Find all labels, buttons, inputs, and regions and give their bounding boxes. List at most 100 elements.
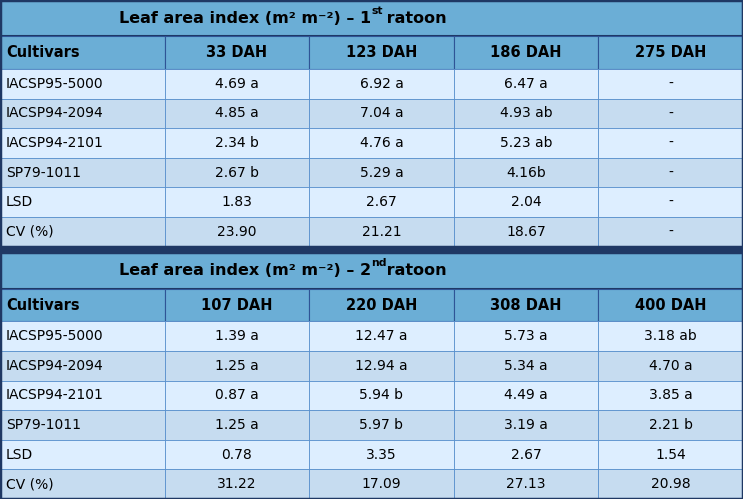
Text: 5.73 a: 5.73 a [504, 329, 548, 343]
Bar [598, 440, 743, 470]
Text: 3.85 a: 3.85 a [649, 388, 692, 403]
Text: 2.21 b: 2.21 b [649, 418, 692, 432]
Text: 3.18 ab: 3.18 ab [644, 329, 697, 343]
Text: 21.21: 21.21 [362, 225, 401, 239]
Bar [0, 0, 743, 36]
Text: SP79-1011: SP79-1011 [6, 418, 81, 432]
Bar [0, 158, 165, 187]
Text: 33 DAH: 33 DAH [207, 45, 267, 60]
Bar [165, 217, 309, 247]
Text: 1.83: 1.83 [221, 195, 253, 209]
Bar [309, 187, 454, 217]
Bar [309, 351, 454, 381]
Bar [309, 440, 454, 470]
Text: 2.67: 2.67 [510, 448, 542, 462]
Bar [454, 128, 598, 158]
Text: 0.87 a: 0.87 a [215, 388, 259, 403]
Bar [0, 470, 165, 499]
Bar [598, 69, 743, 99]
Bar [309, 470, 454, 499]
Text: -: - [668, 106, 673, 120]
Text: 5.29 a: 5.29 a [360, 166, 403, 180]
Text: ratoon: ratoon [381, 11, 447, 26]
Text: 4.16b: 4.16b [506, 166, 546, 180]
Text: 308 DAH: 308 DAH [490, 298, 562, 313]
Text: 2.67: 2.67 [366, 195, 397, 209]
Text: 1.39 a: 1.39 a [215, 329, 259, 343]
Bar [165, 410, 309, 440]
Bar [309, 217, 454, 247]
Text: 31.22: 31.22 [217, 477, 256, 491]
Bar [165, 36, 309, 69]
Bar [165, 470, 309, 499]
Text: 23.90: 23.90 [217, 225, 256, 239]
Bar [309, 410, 454, 440]
Text: IACSP94-2094: IACSP94-2094 [6, 106, 104, 120]
Bar [454, 158, 598, 187]
Bar [454, 321, 598, 351]
Bar [454, 470, 598, 499]
Text: nd: nd [372, 258, 387, 268]
Text: IACSP94-2101: IACSP94-2101 [6, 136, 104, 150]
Text: 3.35: 3.35 [366, 448, 397, 462]
Text: 5.97 b: 5.97 b [360, 418, 403, 432]
Bar [454, 187, 598, 217]
Text: 27.13: 27.13 [506, 477, 546, 491]
Text: Cultivars: Cultivars [6, 45, 80, 60]
Text: 12.47 a: 12.47 a [355, 329, 408, 343]
Text: -: - [668, 136, 673, 150]
Text: 4.85 a: 4.85 a [215, 106, 259, 120]
Text: 5.23 ab: 5.23 ab [500, 136, 552, 150]
Text: IACSP94-2101: IACSP94-2101 [6, 388, 104, 403]
Bar [454, 36, 598, 69]
Bar [598, 158, 743, 187]
Text: 7.04 a: 7.04 a [360, 106, 403, 120]
Text: IACSP94-2094: IACSP94-2094 [6, 359, 104, 373]
Text: 4.49 a: 4.49 a [504, 388, 548, 403]
Bar [309, 158, 454, 187]
Bar [454, 99, 598, 128]
Text: IACSP95-5000: IACSP95-5000 [6, 329, 103, 343]
Bar [0, 217, 165, 247]
Bar [309, 381, 454, 410]
Text: 220 DAH: 220 DAH [345, 298, 417, 313]
Bar [454, 351, 598, 381]
Bar [454, 381, 598, 410]
Text: 2.67 b: 2.67 b [215, 166, 259, 180]
Bar [598, 410, 743, 440]
Text: ratoon: ratoon [381, 263, 447, 278]
Bar [165, 381, 309, 410]
Text: Leaf area index (m² m⁻²) – 2: Leaf area index (m² m⁻²) – 2 [120, 263, 372, 278]
Text: 123 DAH: 123 DAH [345, 45, 417, 60]
Bar [165, 440, 309, 470]
Text: st: st [372, 6, 383, 16]
Bar [165, 158, 309, 187]
Text: 1.25 a: 1.25 a [215, 418, 259, 432]
Bar [598, 470, 743, 499]
Bar [0, 252, 743, 289]
Bar [309, 128, 454, 158]
Text: 4.69 a: 4.69 a [215, 77, 259, 91]
Text: 5.34 a: 5.34 a [504, 359, 548, 373]
Bar [454, 410, 598, 440]
Bar [0, 36, 165, 69]
Bar [0, 128, 165, 158]
Text: 3.19 a: 3.19 a [504, 418, 548, 432]
Bar [0, 247, 743, 252]
Text: -: - [668, 225, 673, 239]
Text: LSD: LSD [6, 195, 33, 209]
Bar [0, 321, 165, 351]
Bar [598, 381, 743, 410]
Bar [165, 187, 309, 217]
Text: 2.04: 2.04 [510, 195, 542, 209]
Text: 1.25 a: 1.25 a [215, 359, 259, 373]
Text: LSD: LSD [6, 448, 33, 462]
Text: 12.94 a: 12.94 a [355, 359, 408, 373]
Bar [165, 289, 309, 321]
Bar [165, 321, 309, 351]
Bar [0, 440, 165, 470]
Bar [309, 69, 454, 99]
Bar [165, 99, 309, 128]
Text: 4.93 ab: 4.93 ab [500, 106, 552, 120]
Text: 4.76 a: 4.76 a [360, 136, 403, 150]
